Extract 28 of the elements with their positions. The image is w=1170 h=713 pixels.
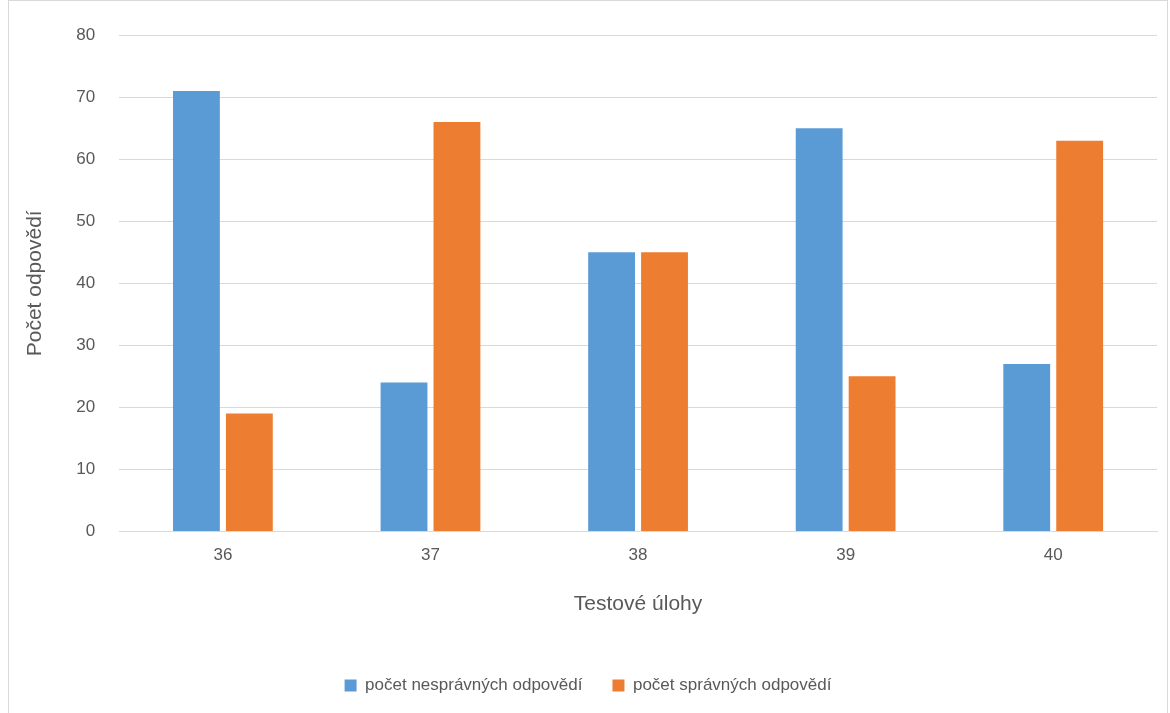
bar bbox=[588, 252, 636, 531]
bar bbox=[1003, 363, 1051, 531]
bar bbox=[641, 252, 688, 531]
x-axis-title: Testové úlohy bbox=[573, 591, 703, 615]
y-tick-label: 80 bbox=[76, 24, 96, 44]
bar bbox=[1056, 140, 1104, 531]
y-tick-label: 20 bbox=[76, 397, 96, 417]
bar bbox=[433, 122, 481, 531]
legend-label: počet nesprávných odpovědí bbox=[365, 675, 583, 695]
bar bbox=[795, 128, 843, 531]
x-tick-label: 36 bbox=[213, 545, 233, 565]
x-tick-label: 37 bbox=[421, 545, 440, 565]
y-tick-label: 30 bbox=[76, 335, 96, 355]
legend-label: počet správných odpovědí bbox=[632, 675, 832, 695]
y-tick-label: 0 bbox=[85, 521, 96, 541]
y-tick-label: 60 bbox=[76, 148, 96, 168]
y-tick-label: 50 bbox=[76, 210, 96, 230]
y-tick-label: 40 bbox=[76, 272, 96, 292]
x-tick-label: 39 bbox=[836, 545, 856, 565]
bar bbox=[225, 413, 273, 531]
y-tick-label: 70 bbox=[76, 86, 96, 106]
bar bbox=[380, 382, 428, 531]
bar bbox=[173, 91, 220, 531]
bar bbox=[848, 376, 896, 531]
y-tick-label: 10 bbox=[76, 459, 96, 479]
x-tick-label: 38 bbox=[628, 545, 648, 565]
y-axis-title: Počet odpovědí bbox=[22, 210, 46, 357]
x-tick-label: 40 bbox=[1043, 545, 1063, 565]
